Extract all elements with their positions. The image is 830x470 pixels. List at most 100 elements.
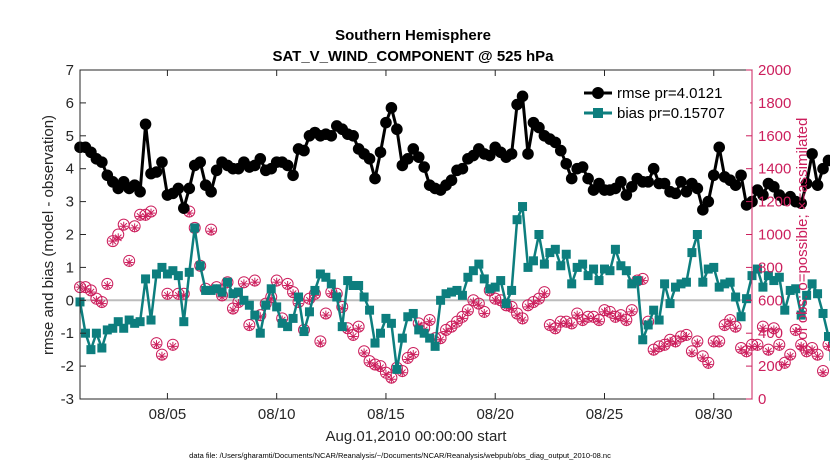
bias-point <box>425 333 435 343</box>
bias-point <box>698 277 708 287</box>
y-right-tick-label: 1000 <box>758 227 791 244</box>
asterisk-stroke <box>491 296 499 304</box>
asterisk-stroke <box>458 314 466 322</box>
asterisk-stroke <box>426 318 434 326</box>
bias-point <box>807 279 817 289</box>
obs-assimilated-point <box>823 341 830 351</box>
footer-data-file: data file: /Users/gharamti/Documents/NCA… <box>189 451 611 460</box>
asterisk-stroke <box>366 359 374 367</box>
asterisk-stroke <box>743 349 751 357</box>
bias-point <box>785 285 795 295</box>
rmse-point <box>385 102 398 114</box>
asterisk-stroke <box>131 224 139 232</box>
asterisk-stroke <box>546 323 554 331</box>
asterisk-stroke <box>382 370 390 378</box>
obs-assimilated-point <box>731 323 741 333</box>
y-right-tick-label: 1600 <box>758 128 791 145</box>
bias-point <box>168 266 178 276</box>
obs-assimilated-point <box>774 341 784 351</box>
obs-assimilated-point <box>348 331 358 341</box>
rmse-point <box>210 164 223 177</box>
rmse-point <box>412 151 425 163</box>
bias-point <box>610 244 620 254</box>
y-right-tick-label: 0 <box>758 391 766 408</box>
obs-assimilated-point <box>457 313 467 323</box>
asterisk-stroke <box>710 339 718 347</box>
asterisk-stroke <box>103 281 111 290</box>
y-axis-label: rmse and bias (model - observation) <box>40 115 57 355</box>
obs-assimilated-point <box>157 351 167 361</box>
obs-assimilated-point <box>463 307 473 317</box>
asterisk-stroke <box>584 314 592 322</box>
bias-point <box>217 287 227 297</box>
obs-assimilated-point <box>239 279 249 289</box>
bias-point <box>359 292 369 302</box>
y-axis-right-label: # of obs: o=possible; ×=assimilated <box>794 118 811 353</box>
asterisk-stroke <box>207 227 215 235</box>
bias-point <box>272 302 282 312</box>
rmse-point <box>483 149 496 162</box>
rmse-point <box>582 172 594 185</box>
obs-assimilated-point <box>375 363 385 373</box>
bias-point <box>589 264 599 274</box>
bias-point <box>780 305 790 315</box>
y-tick-label: -3 <box>61 391 74 408</box>
asterisk-stroke <box>617 313 625 321</box>
obs-assimilated-point <box>752 341 762 351</box>
bias-point <box>496 276 506 286</box>
obs-assimilated-point <box>780 359 790 369</box>
chart-title: Southern Hemisphere <box>335 27 491 44</box>
asterisk-stroke <box>289 290 297 298</box>
rmse-point <box>96 156 108 168</box>
rmse-point <box>795 197 807 210</box>
bias-point <box>501 299 511 309</box>
legend-box <box>578 78 750 127</box>
rmse-point <box>757 189 769 201</box>
bias-point <box>534 230 544 239</box>
bias-point <box>408 308 418 318</box>
y-right-tick-label: 600 <box>758 292 783 309</box>
obs-assimilated-point <box>545 322 555 332</box>
y-tick-label: 1 <box>66 259 74 276</box>
asterisk-stroke <box>475 301 483 309</box>
obs-assimilated-point <box>354 323 364 333</box>
obs-assimilated-point <box>769 325 779 335</box>
bias-point <box>512 215 522 225</box>
bias-point <box>97 343 107 353</box>
obs-assimilated-point <box>813 351 823 361</box>
obs-assimilated-point <box>151 340 161 350</box>
bias-point <box>660 279 670 289</box>
rmse-point <box>811 179 824 191</box>
bias-point <box>419 328 429 338</box>
obs-assimilated-point <box>687 348 697 358</box>
obs-assimilated-point <box>441 327 451 337</box>
obs-assimilated-point <box>479 308 489 318</box>
chart-subtitle: SAT_V_WIND_COMPONENT @ 525 hPa <box>272 48 554 65</box>
obs-assimilated-point <box>528 299 538 309</box>
rmse-point <box>806 148 818 160</box>
obs-assimilated-point <box>206 226 216 236</box>
y-tick-label: 4 <box>66 161 74 178</box>
obs-assimilated-point <box>403 355 413 365</box>
bias-point <box>337 322 347 332</box>
bias-point <box>447 287 457 297</box>
asterisk-stroke <box>87 288 95 296</box>
rmse-point <box>533 121 545 134</box>
bias-point <box>758 282 768 292</box>
asterisk-stroke <box>464 308 472 316</box>
x-tick-label: 08/10 <box>258 406 296 423</box>
rmse-point <box>691 182 704 195</box>
rmse-point <box>178 202 190 214</box>
y-right-tick-label: 2000 <box>758 62 791 79</box>
obs-assimilated-point <box>594 317 604 327</box>
asterisk-stroke <box>803 349 811 357</box>
obs-assimilated-point <box>572 310 582 320</box>
obs-assimilated-point <box>365 358 375 368</box>
asterisk-stroke <box>344 326 352 334</box>
asterisk-stroke <box>322 311 330 319</box>
asterisk-stroke <box>699 354 707 362</box>
asterisk-stroke <box>568 321 576 329</box>
rmse-point <box>287 169 299 182</box>
asterisk-stroke <box>628 308 636 316</box>
asterisk-stroke <box>125 258 133 267</box>
